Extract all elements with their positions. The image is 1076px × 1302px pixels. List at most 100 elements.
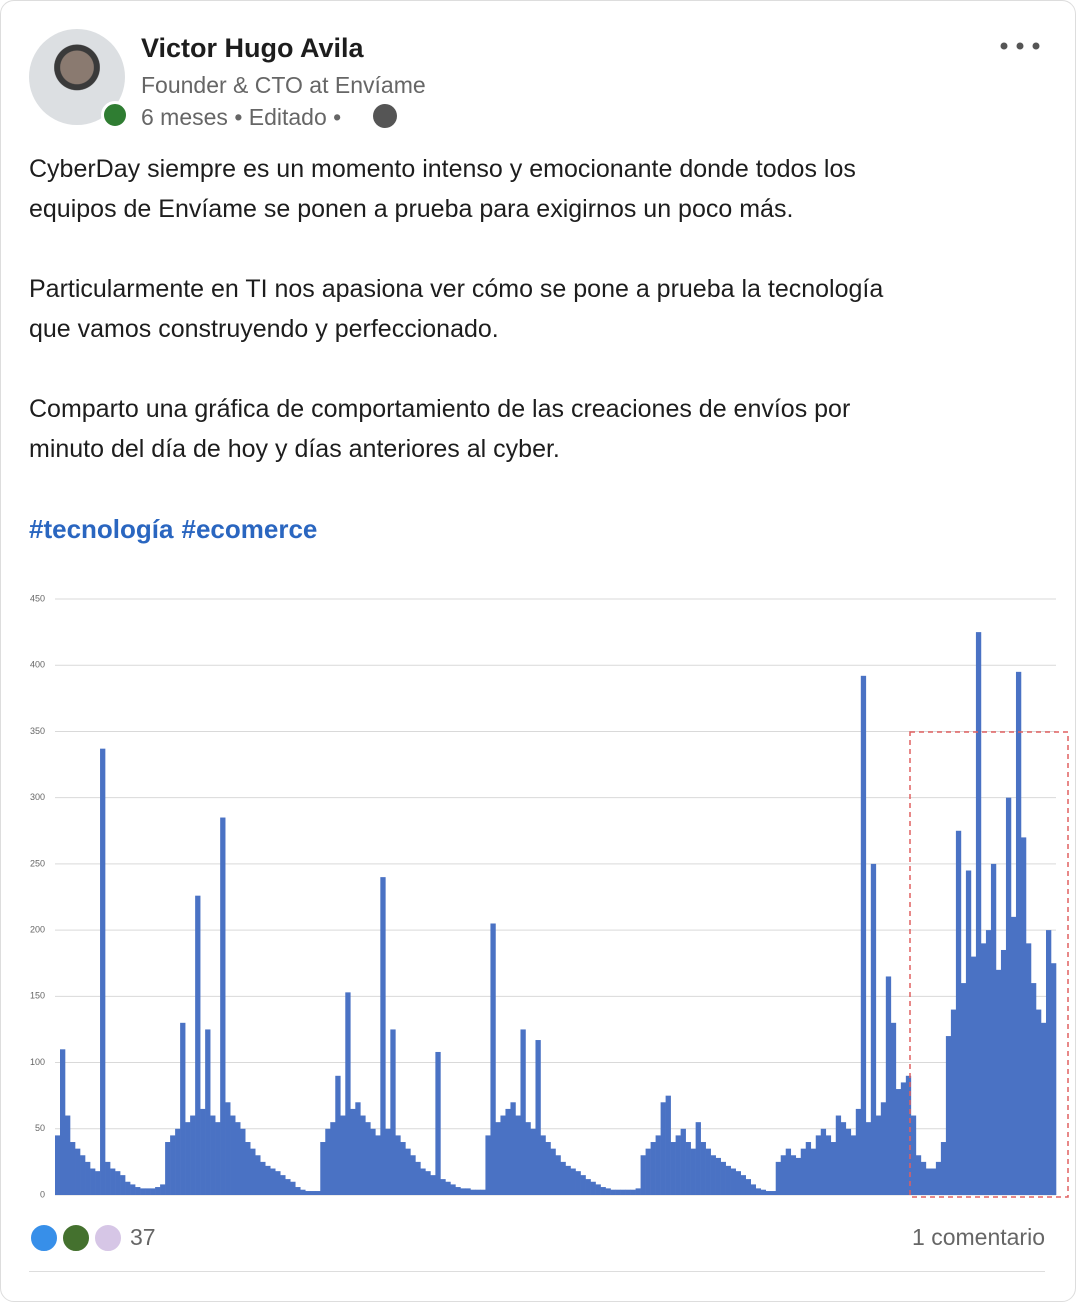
bar [405,1148,411,1195]
y-tick-label: 450 [30,593,45,603]
bar [800,1148,807,1195]
bar [125,1181,131,1195]
bar [100,748,106,1195]
hashtag[interactable]: #tecnología [29,514,174,544]
bar [500,1115,506,1195]
bar [985,930,992,1195]
reaction-count[interactable]: 37 [130,1224,156,1250]
bar [120,1175,126,1195]
bar [875,1115,882,1195]
bar [85,1161,91,1195]
bar [95,1171,101,1195]
comment-count[interactable]: 1 comentario [912,1224,1045,1250]
bar [880,1102,887,1195]
bar [1035,1009,1042,1195]
bar [325,1128,331,1195]
bar [675,1135,681,1195]
bar [235,1122,241,1195]
y-tick-label: 250 [30,858,45,868]
text-line: minuto del día de hoy y días anteriores … [29,435,560,463]
text-line: Comparto una gráfica de comportamiento d… [29,395,851,423]
paragraph: Comparto una gráfica de comportamiento d… [29,389,883,469]
bar [545,1142,551,1195]
bar [310,1191,316,1195]
bar [870,863,877,1195]
bar [400,1142,406,1195]
bar [355,1102,361,1195]
bar [1015,671,1022,1195]
bar [845,1128,852,1195]
online-status [101,101,129,129]
bar [430,1175,436,1195]
bar [950,1009,957,1195]
more-menu[interactable] [999,41,1043,51]
bar [275,1171,281,1195]
bar [435,1051,441,1195]
bar [760,1189,767,1195]
bar [270,1168,276,1195]
bar [765,1191,772,1195]
bar [720,1161,726,1195]
bar [745,1179,751,1195]
bar [490,923,496,1195]
bar [175,1128,181,1195]
bar [165,1142,171,1195]
bar [640,1155,646,1195]
bar [725,1165,731,1195]
hashtags: #tecnología #ecomerce [29,509,317,549]
bar [1050,963,1057,1195]
bar [890,1022,897,1195]
bar [350,1108,356,1195]
bar [630,1189,636,1195]
bar [740,1175,746,1195]
bar [445,1181,451,1195]
bar [380,877,386,1195]
bar [280,1175,286,1195]
bar [930,1168,937,1195]
bar [190,1115,196,1195]
bar [775,1161,782,1195]
bar [610,1189,616,1195]
bar [655,1135,661,1195]
bar [570,1168,576,1195]
bar [970,956,977,1195]
author-name[interactable]: Victor Hugo Avila [141,33,364,63]
bar [680,1128,686,1195]
bar [295,1187,301,1195]
bar [805,1142,812,1195]
bar [815,1135,822,1195]
bar [820,1128,827,1195]
bar [665,1095,671,1195]
bar [750,1184,756,1195]
bar [1025,943,1032,1195]
bar [90,1168,96,1195]
bar [1045,930,1052,1195]
y-tick-label: 350 [30,726,45,736]
bar [365,1122,371,1195]
bar [330,1122,336,1195]
bar [650,1142,656,1195]
bar [710,1155,716,1195]
bar [180,1022,186,1195]
bar [220,817,226,1195]
text-line: equipos de Envíame se ponen a prueba par… [29,195,794,223]
bar [250,1148,256,1195]
text-line: Particularmente en TI nos apasiona ver c… [29,275,884,303]
bar [520,1029,526,1195]
bar [580,1175,586,1195]
hashtag[interactable]: #ecomerce [181,514,318,544]
bar [110,1168,116,1195]
bar [305,1191,311,1195]
bar [615,1189,621,1195]
bar [990,863,997,1195]
bar [540,1135,546,1195]
bar [620,1189,626,1195]
bar [695,1122,701,1195]
bar [205,1029,211,1195]
bar [810,1148,817,1195]
bar [285,1179,291,1195]
bar [65,1115,71,1195]
bar [860,675,867,1195]
bar [80,1155,86,1195]
